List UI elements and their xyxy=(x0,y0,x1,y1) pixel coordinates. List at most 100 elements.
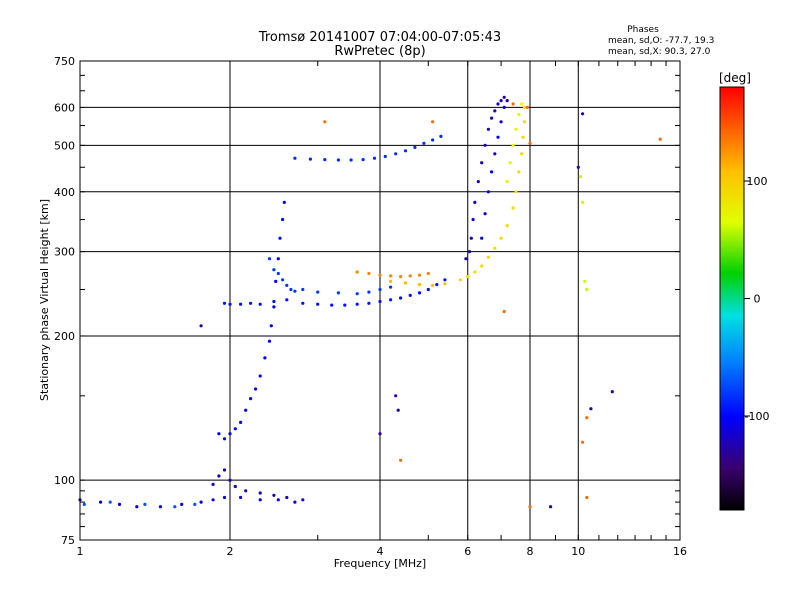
colorbar-ticks: 100 0 -100 xyxy=(744,175,769,423)
y-tick-label: 300 xyxy=(54,246,75,259)
data-point xyxy=(464,257,468,261)
data-point xyxy=(343,303,347,307)
data-point xyxy=(528,141,532,145)
data-point xyxy=(508,161,512,165)
colorbar-label: [deg] xyxy=(719,71,751,85)
data-point xyxy=(293,156,297,160)
data-point xyxy=(211,482,215,486)
data-point xyxy=(511,102,515,106)
data-point xyxy=(117,502,122,506)
x-tick-label: 2 xyxy=(227,545,234,558)
data-point xyxy=(367,271,371,276)
axis-ticks: 1 2 4 6 8 10 16 75 100 200 300 400 500 600 750 xyxy=(54,55,687,558)
data-point xyxy=(316,302,320,306)
data-point xyxy=(222,495,227,500)
data-point xyxy=(408,293,412,297)
data-point xyxy=(522,120,527,124)
data-point xyxy=(228,432,232,436)
data-point xyxy=(589,407,593,411)
data-point xyxy=(522,105,527,109)
data-point xyxy=(486,190,490,194)
data-point xyxy=(258,491,262,495)
data-point xyxy=(493,246,497,250)
data-point xyxy=(239,302,243,306)
data-point xyxy=(576,165,580,169)
y-tick-label: 75 xyxy=(61,534,75,547)
data-point xyxy=(517,170,521,174)
data-point xyxy=(483,212,487,216)
data-point xyxy=(399,458,403,462)
data-point xyxy=(336,291,340,295)
data-point xyxy=(490,170,494,174)
data-point xyxy=(443,282,447,286)
data-point xyxy=(239,420,243,424)
data-point xyxy=(323,158,327,162)
data-point xyxy=(263,356,267,360)
y-tick-label: 500 xyxy=(54,139,75,152)
data-point xyxy=(239,495,243,500)
data-point xyxy=(389,274,393,278)
data-point xyxy=(389,279,393,283)
plot-area: 1 2 4 6 8 10 16 75 100 200 300 400 500 600 750 xyxy=(54,55,687,558)
data-point xyxy=(367,290,371,294)
data-point xyxy=(349,158,353,162)
data-point xyxy=(426,271,430,276)
grid-lines xyxy=(80,61,680,540)
phases-title: Phases xyxy=(627,25,659,35)
data-point xyxy=(581,440,585,444)
data-point xyxy=(480,161,484,165)
data-point xyxy=(249,301,253,305)
data-point xyxy=(278,236,282,240)
data-point xyxy=(355,270,359,274)
data-point xyxy=(289,287,293,292)
data-point xyxy=(282,200,286,204)
data-point xyxy=(99,500,103,504)
data-point xyxy=(480,236,484,240)
x-tick-label: 10 xyxy=(571,545,585,558)
data-point xyxy=(285,283,289,287)
data-point xyxy=(281,217,285,222)
data-point xyxy=(274,279,278,283)
data-point xyxy=(585,416,589,420)
data-point xyxy=(473,200,477,204)
data-point xyxy=(490,116,494,120)
data-point xyxy=(517,112,521,117)
data-point xyxy=(394,152,398,156)
data-point xyxy=(316,290,320,294)
data-point xyxy=(476,180,480,184)
phases-o-stats: mean, sd,O: -77.7, 19.3 xyxy=(608,36,714,46)
data-point xyxy=(403,281,408,285)
data-point xyxy=(389,285,393,289)
data-point xyxy=(281,278,285,282)
data-point xyxy=(249,397,253,401)
data-point xyxy=(458,278,462,282)
data-point xyxy=(486,255,490,259)
data-point xyxy=(301,301,305,305)
data-point xyxy=(372,156,377,160)
data-point xyxy=(199,500,203,504)
data-point xyxy=(502,309,506,314)
data-point xyxy=(323,120,327,124)
data-point xyxy=(528,505,532,509)
data-point xyxy=(378,273,382,277)
data-point xyxy=(244,408,248,412)
data-point xyxy=(502,95,506,99)
data-point xyxy=(549,505,553,509)
data-point xyxy=(336,158,340,162)
data-point xyxy=(403,149,408,153)
y-tick-label: 600 xyxy=(54,101,75,114)
colorbar-tick-label: 100 xyxy=(747,175,768,188)
x-tick-label: 8 xyxy=(527,545,534,558)
data-point xyxy=(173,505,177,509)
data-point xyxy=(285,495,289,500)
data-point xyxy=(408,274,412,278)
data-point xyxy=(378,432,382,436)
data-point xyxy=(514,190,518,194)
colorbar: [deg] 100 0 -100 xyxy=(719,71,769,511)
data-point xyxy=(521,135,525,139)
data-point xyxy=(511,206,515,210)
data-point xyxy=(355,292,359,296)
data-point xyxy=(499,99,503,103)
data-point xyxy=(467,250,472,254)
data-point xyxy=(222,468,227,472)
